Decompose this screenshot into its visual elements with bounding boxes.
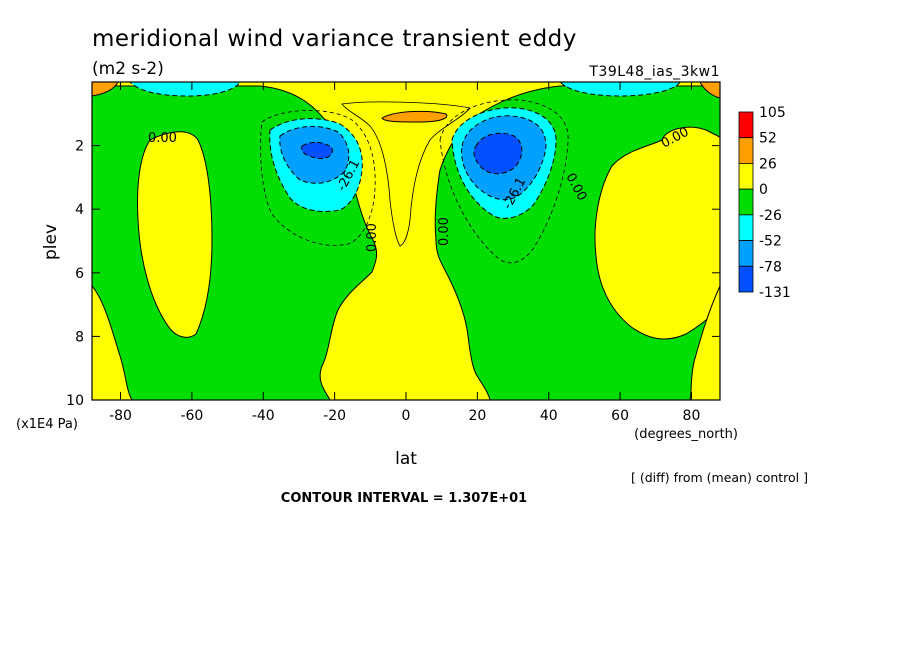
run-label: T39L48_ias_3kw1 bbox=[588, 64, 720, 80]
contour-interval: CONTOUR INTERVAL = 1.307E+01 bbox=[281, 491, 527, 506]
top-corner-orange-se bbox=[699, 82, 720, 99]
y-axis-label: plev bbox=[41, 224, 61, 260]
x-tick-label-8: 80 bbox=[683, 408, 701, 424]
plot-area bbox=[92, 82, 720, 400]
x-tick-label-6: 40 bbox=[540, 408, 558, 424]
colorbar-swatch-1 bbox=[738, 137, 754, 164]
x-tick-label-4: 0 bbox=[402, 408, 411, 424]
colorbar-label-5: -52 bbox=[759, 234, 782, 250]
x-tick-label-0: -80 bbox=[109, 408, 132, 424]
positive-pocket-sw bbox=[92, 285, 133, 400]
x-axis-label: lat bbox=[395, 449, 417, 469]
equator-orange-max bbox=[381, 110, 448, 123]
contour-label-1: 0.00 bbox=[148, 131, 177, 146]
contour-label-4: 0.00 bbox=[437, 217, 452, 246]
colorbar-label-6: -78 bbox=[759, 259, 782, 275]
colorbar-swatch-6 bbox=[738, 265, 754, 293]
colorbar-swatch-5 bbox=[738, 240, 754, 267]
positive-band-sh bbox=[137, 131, 213, 338]
colorbar-label-7: -131 bbox=[759, 285, 791, 301]
positive-pocket-se bbox=[689, 285, 720, 400]
x-tick-label-7: 60 bbox=[611, 408, 629, 424]
colorbar-swatch-4 bbox=[738, 214, 754, 241]
chart-title: meridional wind variance transient eddy bbox=[92, 26, 577, 52]
colorbar-label-4: -26 bbox=[759, 208, 782, 224]
deep-core-sh bbox=[301, 141, 333, 159]
equator-contour-26 bbox=[341, 101, 471, 247]
y-tick-label-2: 6 bbox=[75, 266, 84, 282]
colorbar-swatch-2 bbox=[738, 163, 754, 190]
x-tick-label-1: -60 bbox=[180, 408, 203, 424]
colorbar-label-1: 52 bbox=[759, 131, 777, 147]
colorbar-swatch-3 bbox=[738, 188, 754, 216]
y-tick-label-4: 10 bbox=[66, 393, 84, 409]
x-tick-label-3: -20 bbox=[323, 408, 346, 424]
x-tick-label-5: 20 bbox=[468, 408, 486, 424]
y-tick-label-3: 8 bbox=[75, 329, 84, 345]
top-cyan-sh bbox=[129, 82, 241, 97]
contour-label-3: 0.00 bbox=[365, 223, 380, 252]
positive-band-nh bbox=[594, 126, 720, 340]
x-tick-label-2: -40 bbox=[252, 408, 275, 424]
x-axis-units: (degrees_north) bbox=[634, 427, 738, 442]
dash-contour-sh bbox=[260, 110, 376, 246]
diff-note: [ (diff) from (mean) control ] bbox=[631, 470, 808, 485]
colorbar-swatch-0 bbox=[738, 111, 754, 139]
colorbar-label-0: 105 bbox=[759, 105, 786, 121]
colorbar: 105 52 26 0 -26 -52 -78 -131 bbox=[738, 105, 791, 301]
colorbar-label-2: 26 bbox=[759, 156, 777, 172]
y-tick-label-0: 2 bbox=[75, 139, 84, 155]
dash-contour-nh bbox=[439, 99, 569, 264]
y-axis-units: (x1E4 Pa) bbox=[16, 417, 78, 432]
y-axis-ticks: 2 4 6 8 10 bbox=[66, 139, 720, 409]
chart-units: (m2 s-2) bbox=[92, 59, 164, 79]
colorbar-label-3: 0 bbox=[759, 182, 768, 198]
y-tick-label-1: 4 bbox=[75, 202, 84, 218]
x-axis-ticks: -80 -60 -40 -20 0 20 40 60 80 bbox=[109, 82, 700, 424]
deep-core-nh bbox=[473, 132, 523, 175]
